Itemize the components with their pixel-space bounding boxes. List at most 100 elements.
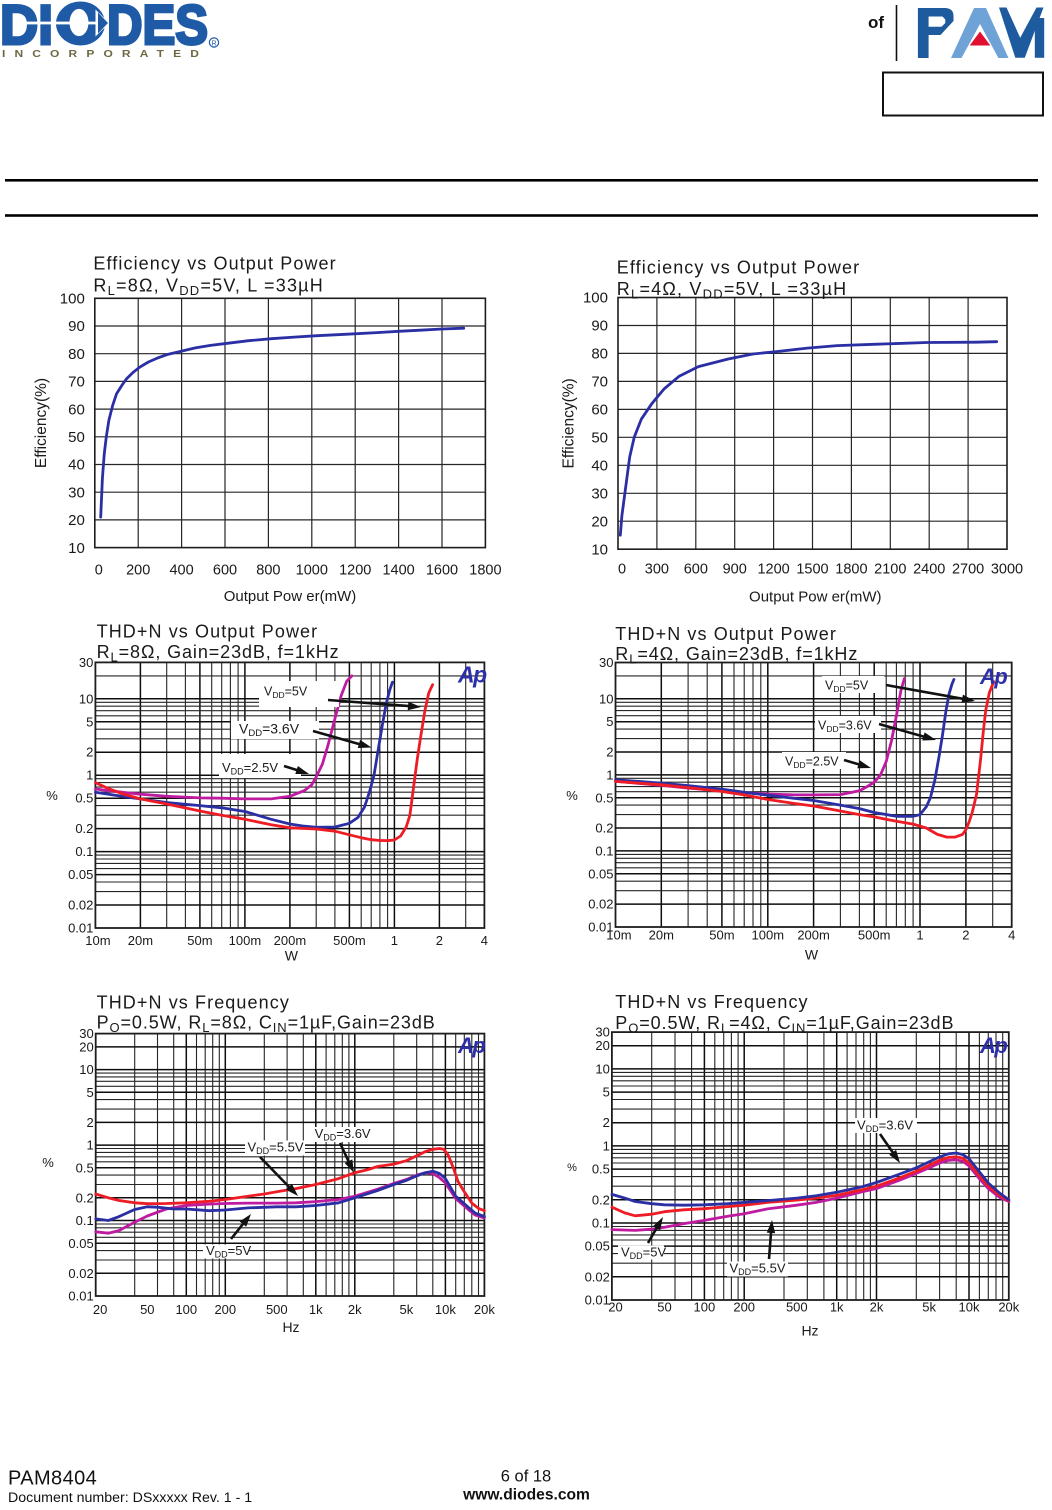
svg-text:THD+N vs Frequency: THD+N vs Frequency — [97, 993, 290, 1013]
svg-text:0.02: 0.02 — [68, 898, 93, 913]
svg-text:90: 90 — [591, 318, 608, 335]
svg-text:40: 40 — [68, 457, 85, 474]
svg-text:500: 500 — [266, 1302, 288, 1317]
svg-text:PO​=0.5W, RL​=8Ω, CIN​=1µF,Gai: PO​=0.5W, RL​=8Ω, CIN​=1µF,Gain=23dB — [97, 1013, 436, 1036]
svg-text:VDD=3.6V: VDD=3.6V — [857, 1118, 913, 1135]
svg-text:Ap: Ap — [979, 1033, 1007, 1058]
svg-text:INCORPORATED: INCORPORATED — [2, 48, 208, 60]
svg-text:80: 80 — [591, 346, 608, 363]
svg-text:50m: 50m — [187, 933, 212, 948]
svg-text:20m: 20m — [649, 928, 674, 943]
svg-text:10: 10 — [79, 691, 93, 706]
svg-text:20: 20 — [608, 1300, 622, 1315]
svg-text:100m: 100m — [229, 933, 262, 948]
svg-text:3000: 3000 — [991, 562, 1023, 578]
svg-text:100: 100 — [694, 1300, 716, 1315]
svg-text:10: 10 — [595, 1061, 609, 1076]
svg-text:VDD=3.6V: VDD=3.6V — [239, 721, 300, 740]
svg-text:Ap: Ap — [457, 1033, 485, 1058]
svg-text:200: 200 — [126, 563, 150, 579]
svg-text:10: 10 — [79, 1062, 93, 1077]
svg-text:4: 4 — [1008, 928, 1015, 943]
svg-text:2k: 2k — [348, 1302, 362, 1317]
svg-text:www.diodes.com: www.diodes.com — [462, 1487, 590, 1504]
svg-text:5: 5 — [86, 714, 93, 729]
svg-text:0.2: 0.2 — [595, 821, 613, 836]
svg-text:Document number: DSxxxxx Rev.: Document number: DSxxxxx Rev. 1 - 1 — [8, 1490, 252, 1505]
svg-text:RL​=8Ω, Gain=23dB, f=1kHz: RL​=8Ω, Gain=23dB, f=1kHz — [97, 642, 340, 665]
svg-text:2: 2 — [606, 745, 613, 760]
svg-text:Ap: Ap — [457, 662, 487, 688]
svg-text:70: 70 — [591, 374, 608, 391]
svg-text:100m: 100m — [752, 928, 785, 943]
svg-text:0.05: 0.05 — [585, 1239, 610, 1254]
svg-text:1800: 1800 — [835, 562, 867, 578]
svg-text:VDD=5V: VDD=5V — [621, 1245, 666, 1262]
svg-text:THD+N vs Output Power: THD+N vs Output Power — [97, 622, 319, 642]
svg-text:1: 1 — [916, 928, 923, 943]
svg-text:1: 1 — [86, 1138, 93, 1153]
svg-text:%: % — [42, 1155, 54, 1170]
svg-text:2k: 2k — [870, 1300, 884, 1315]
svg-text:1500: 1500 — [796, 562, 828, 578]
svg-text:10m: 10m — [606, 928, 631, 943]
svg-text:50m: 50m — [709, 928, 734, 943]
svg-text:VDD=5.5V: VDD=5.5V — [248, 1140, 304, 1157]
svg-text:1k: 1k — [309, 1302, 323, 1317]
svg-text:0.2: 0.2 — [75, 821, 93, 836]
svg-text:300: 300 — [645, 562, 669, 578]
svg-text:Ap: Ap — [979, 664, 1007, 689]
svg-text:VDD=3.6V: VDD=3.6V — [818, 719, 872, 735]
svg-text:1: 1 — [391, 933, 398, 948]
svg-text:0.01: 0.01 — [588, 920, 613, 935]
svg-text:50: 50 — [657, 1300, 671, 1315]
svg-text:600: 600 — [213, 563, 237, 579]
svg-text:0.02: 0.02 — [68, 1266, 93, 1281]
svg-text:80: 80 — [68, 346, 85, 363]
svg-text:W: W — [285, 948, 299, 964]
svg-text:50: 50 — [68, 429, 85, 446]
svg-text:0.2: 0.2 — [76, 1190, 94, 1205]
svg-text:0: 0 — [618, 562, 626, 578]
svg-text:200: 200 — [733, 1300, 755, 1315]
svg-text:PO​=0.5W, RL​=4Ω, CIN​=1µF,Gai: PO​=0.5W, RL​=4Ω, CIN​=1µF,Gain=23dB — [615, 1013, 954, 1036]
svg-text:DES: DES — [107, 0, 208, 56]
svg-text:2: 2 — [86, 1115, 93, 1130]
svg-text:VDD=3.6V: VDD=3.6V — [315, 1126, 371, 1143]
svg-text:20k: 20k — [998, 1300, 1019, 1315]
svg-text:0.05: 0.05 — [588, 866, 613, 881]
svg-text:50: 50 — [140, 1302, 154, 1317]
svg-text:1: 1 — [603, 1138, 610, 1153]
svg-text:10m: 10m — [85, 933, 110, 948]
svg-text:5k: 5k — [922, 1300, 936, 1315]
svg-text:10: 10 — [599, 691, 613, 706]
svg-text:Efficiency(%): Efficiency(%) — [33, 378, 50, 468]
svg-text:DI: DI — [0, 0, 53, 56]
svg-text:30: 30 — [68, 484, 85, 501]
svg-text:2: 2 — [86, 745, 93, 760]
svg-text:20k: 20k — [474, 1302, 495, 1317]
svg-text:0.5: 0.5 — [592, 1162, 610, 1177]
svg-text:400: 400 — [169, 563, 193, 579]
svg-text:30: 30 — [79, 655, 93, 670]
svg-text:0.05: 0.05 — [68, 867, 93, 882]
svg-text:5: 5 — [606, 714, 613, 729]
svg-text:90: 90 — [68, 318, 85, 335]
svg-text:5k: 5k — [400, 1302, 414, 1317]
svg-text:0.01: 0.01 — [68, 1289, 93, 1304]
svg-text:5: 5 — [86, 1085, 93, 1100]
svg-text:0.5: 0.5 — [75, 791, 93, 806]
svg-text:6 of 18: 6 of 18 — [501, 1468, 551, 1486]
svg-text:VDD=2.5V: VDD=2.5V — [222, 760, 278, 777]
svg-text:20: 20 — [93, 1302, 107, 1317]
svg-text:Efficiency vs Output Power: Efficiency vs Output Power — [617, 258, 860, 278]
svg-text:of: of — [868, 13, 884, 32]
svg-text:Efficiency vs Output Power: Efficiency vs Output Power — [93, 254, 336, 274]
svg-text:1000: 1000 — [296, 563, 328, 579]
svg-text:0.05: 0.05 — [68, 1236, 93, 1251]
svg-text:THD+N vs Frequency: THD+N vs Frequency — [615, 992, 808, 1012]
svg-text:Hz: Hz — [282, 1319, 299, 1335]
svg-text:R: R — [211, 41, 216, 48]
svg-text:2: 2 — [603, 1115, 610, 1130]
svg-text:2700: 2700 — [952, 562, 984, 578]
